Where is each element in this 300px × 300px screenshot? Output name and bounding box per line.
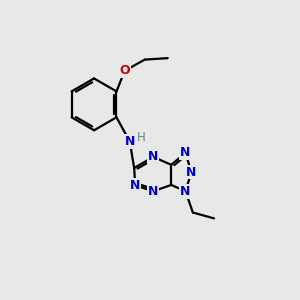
Text: H: H	[137, 131, 146, 144]
Text: N: N	[130, 179, 140, 192]
Text: N: N	[148, 185, 158, 198]
Text: N: N	[124, 135, 135, 148]
Text: N: N	[180, 146, 191, 159]
Text: O: O	[119, 64, 130, 77]
Text: N: N	[186, 166, 197, 178]
Text: N: N	[124, 135, 135, 148]
Text: H: H	[137, 131, 146, 144]
Text: N: N	[180, 185, 191, 198]
Text: O: O	[119, 64, 130, 77]
Text: N: N	[148, 150, 158, 164]
